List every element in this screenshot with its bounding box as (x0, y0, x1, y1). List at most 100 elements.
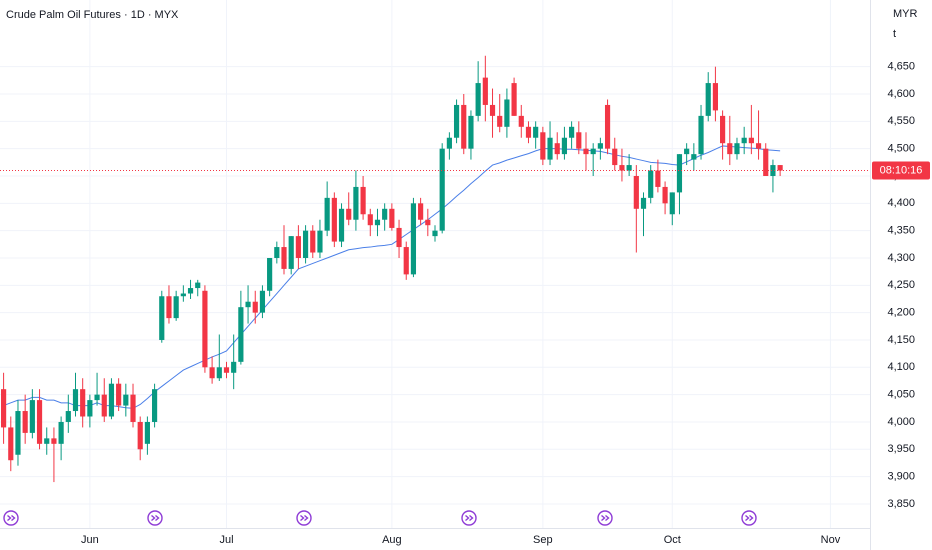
candle-body (396, 227, 402, 248)
unit-label[interactable]: t (893, 28, 896, 40)
candle-body (583, 148, 589, 155)
candle-body (267, 257, 273, 291)
candle-body (80, 389, 86, 417)
x-tick-label: Sep (533, 534, 553, 546)
candle-body (36, 400, 43, 444)
y-tick-label: 4,000 (887, 416, 915, 428)
candle-body (497, 115, 503, 127)
candle-body (44, 438, 50, 444)
event-icon[interactable] (147, 510, 163, 526)
candle-body (662, 186, 668, 204)
candle-body (310, 230, 316, 253)
candle-body (734, 143, 740, 155)
grid (0, 0, 870, 528)
candle-body (418, 203, 424, 220)
x-tick-label: Jul (219, 534, 233, 546)
candle-body (576, 132, 582, 149)
candle-body (216, 367, 222, 379)
candle-body (259, 290, 266, 313)
chart-title: Crude Palm Oil Futures · 1D · MYX (6, 9, 179, 21)
y-tick-label: 4,500 (887, 143, 915, 155)
candle-body (1, 389, 7, 428)
candle-body (640, 197, 647, 209)
candle-body (533, 126, 539, 138)
candle-body (518, 115, 524, 127)
candle-body (389, 208, 395, 228)
candle-body (151, 389, 158, 422)
candle-body (763, 148, 769, 176)
candle-body (51, 438, 57, 444)
candle-body (281, 247, 287, 269)
candle-body (94, 394, 100, 401)
candle-body (432, 230, 438, 237)
candle-body (346, 208, 352, 220)
candle-body (727, 143, 733, 155)
candle-body (453, 104, 460, 138)
candle-body (238, 307, 244, 362)
x-tick-label: Aug (382, 534, 402, 546)
candle-body (410, 203, 417, 275)
candle-body (676, 154, 683, 193)
event-icon[interactable] (3, 510, 19, 526)
candle-body (108, 383, 115, 417)
candle-body (504, 99, 510, 127)
axes: 3,850 3,900 3,950 4,000 4,050 4,100 4,150 4,200… (81, 61, 930, 546)
candle-body (684, 148, 690, 155)
candle-body (705, 83, 711, 116)
candle-body (612, 148, 618, 166)
candle-body (374, 219, 381, 226)
candle-body (569, 126, 575, 138)
y-tick-label: 4,350 (887, 225, 915, 237)
candle-body (360, 186, 366, 215)
candle-body (367, 214, 373, 226)
candle-body (540, 132, 546, 160)
candle-body (770, 165, 776, 176)
candle-body (482, 77, 488, 105)
candle-body (755, 143, 762, 149)
candle-body (720, 115, 726, 144)
candle-body (655, 170, 661, 187)
event-icon[interactable] (597, 510, 613, 526)
candle-body (324, 197, 330, 231)
countdown-label: 08:10:16 (880, 164, 923, 176)
plot (0, 55, 870, 483)
x-tick-label: Jun (81, 534, 99, 546)
candle-body (648, 170, 654, 198)
x-tick-label: Nov (821, 534, 841, 546)
event-icon[interactable] (741, 510, 757, 526)
event-icon[interactable] (296, 510, 312, 526)
event-icons (3, 510, 757, 526)
candle-body (489, 104, 496, 116)
candle-body (187, 288, 194, 294)
y-tick-label: 4,300 (887, 252, 915, 264)
candle-body (202, 290, 208, 368)
candle-body (288, 236, 294, 269)
candle-body (274, 247, 280, 258)
candle-body (619, 165, 625, 171)
candle-body (425, 219, 431, 226)
candle-body (511, 83, 517, 116)
candle-body (331, 197, 337, 242)
candle-body (15, 411, 21, 455)
candle-body (777, 165, 783, 171)
candle-body (166, 296, 172, 319)
candle-body (159, 296, 165, 340)
y-tick-label: 4,400 (887, 197, 915, 209)
candle-body (123, 394, 129, 406)
candle-body (8, 427, 14, 461)
candle-body (173, 296, 179, 319)
y-tick-label: 3,950 (887, 443, 915, 455)
event-icon[interactable] (461, 510, 477, 526)
candle-body (446, 137, 452, 149)
candle-body (525, 126, 532, 138)
candle-body (116, 383, 122, 406)
candle-body (748, 137, 754, 144)
candle-body (144, 421, 150, 444)
currency-label[interactable]: MYR (893, 8, 918, 20)
y-tick-label: 4,150 (887, 334, 915, 346)
last-price-tag (872, 161, 930, 180)
y-tick-label: 4,050 (887, 389, 915, 401)
candle-body (382, 208, 388, 220)
